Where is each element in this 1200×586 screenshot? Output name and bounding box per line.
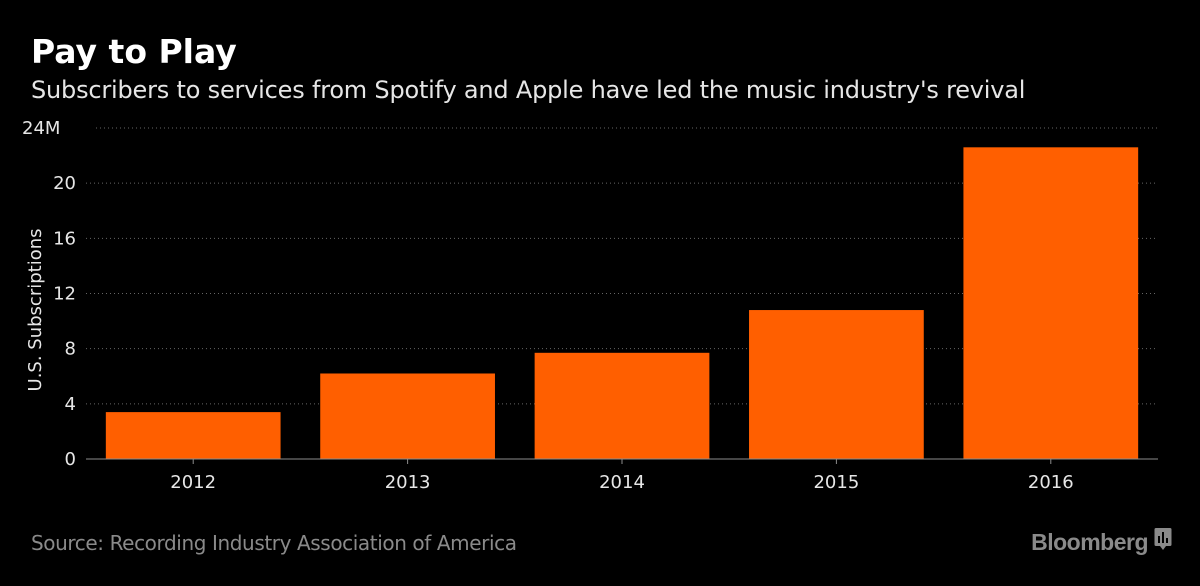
y-tick-label: 8 (65, 339, 76, 360)
chart-title: Pay to Play (31, 32, 237, 71)
bar-2015 (749, 310, 924, 459)
chart-subtitle: Subscribers to services from Spotify and… (31, 76, 1026, 104)
y-tick-label: 0 (65, 449, 76, 470)
y-tick-label: 20 (53, 173, 76, 194)
x-tick-label: 2014 (599, 472, 645, 493)
bar-2014 (534, 352, 710, 459)
y-tick-label: 16 (53, 228, 76, 249)
x-tick-label: 2016 (1028, 472, 1074, 493)
y-tick-label: 12 (53, 284, 76, 305)
bloomberg-logo: Bloomberg (1031, 527, 1172, 557)
bar-2012 (105, 412, 281, 459)
y-tick-label: 24M (22, 118, 60, 139)
bloomberg-chart-icon (1154, 527, 1172, 557)
bar-2013 (320, 373, 495, 459)
bars (105, 147, 1139, 459)
y-axis: 0 4 8 12 16 20 24M (22, 118, 76, 470)
bar-2016 (963, 147, 1139, 459)
source-note: Source: Recording Industry Association o… (31, 531, 517, 555)
y-axis-label: U.S. Subscriptions (25, 229, 46, 392)
brand-name: Bloomberg (1031, 528, 1148, 555)
x-tick-label: 2015 (813, 472, 859, 493)
x-tick-label: 2012 (170, 472, 216, 493)
x-axis: 2012 2013 2014 2015 2016 (86, 458, 1158, 493)
y-tick-label: 4 (65, 394, 76, 415)
x-tick-label: 2013 (385, 472, 431, 493)
